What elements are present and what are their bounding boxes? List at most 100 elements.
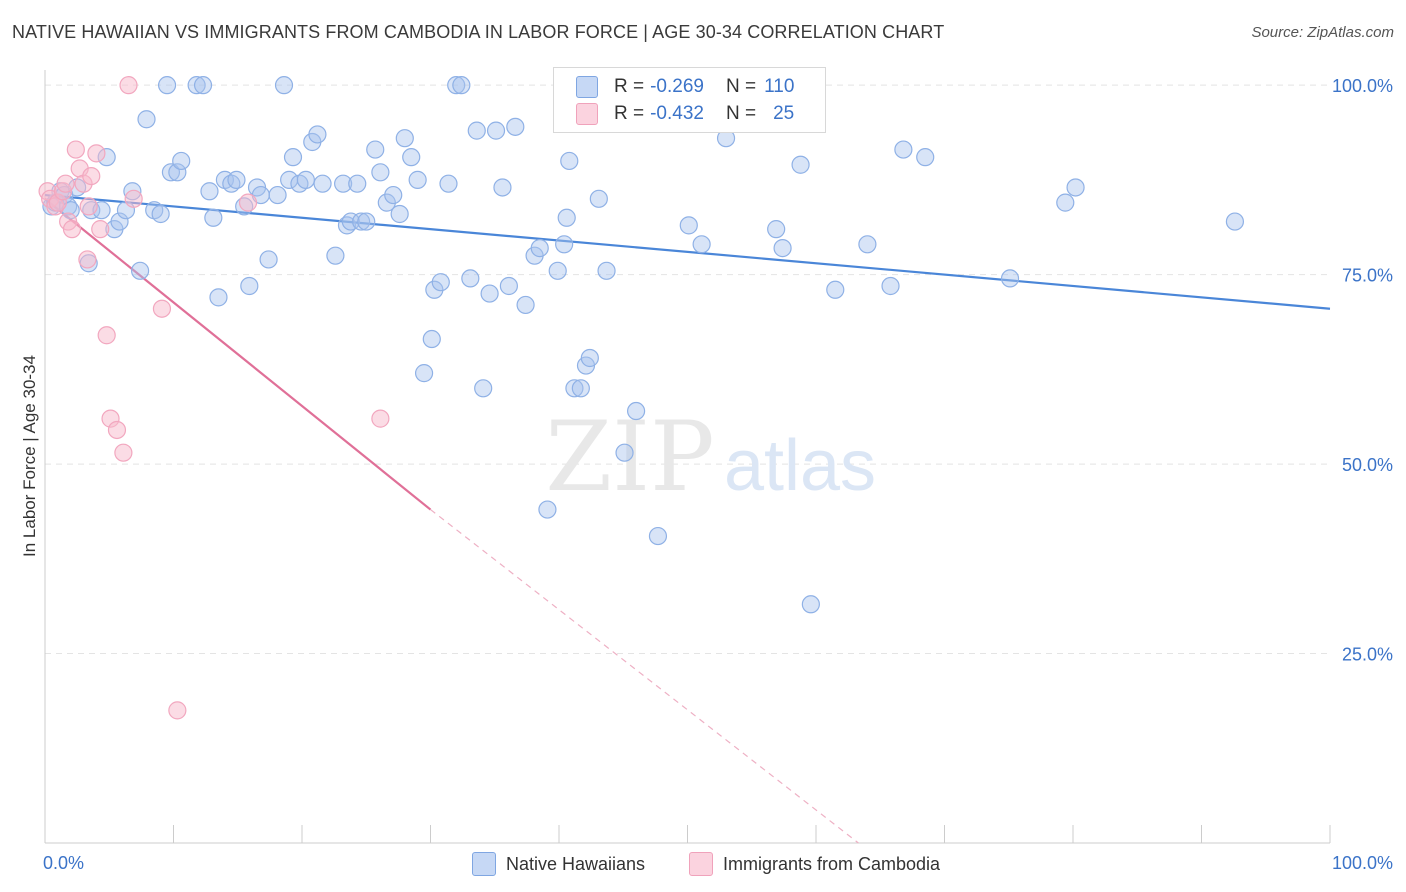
point-native-hawaiians [227, 170, 246, 189]
x-tick-label-min: 0.0% [43, 853, 84, 873]
series-legend: Native Hawaiians Immigrants from Cambodi… [0, 852, 1406, 878]
y-tick-label: 75.0% [1342, 266, 1393, 286]
tick-labels: 25.0% 50.0% 75.0% 100.0% 0.0% 100.0% In Labor … [20, 76, 1393, 873]
watermark-atlas: atlas [724, 426, 876, 506]
legend-swatch-blue [576, 76, 598, 98]
point-native-hawaiians [648, 526, 668, 546]
point-immigrants-cambodia [78, 250, 97, 269]
point-native-hawaiians [402, 148, 421, 167]
point-native-hawaiians [557, 208, 576, 227]
point-immigrants-cambodia [66, 140, 85, 159]
point-immigrants-cambodia [124, 189, 143, 208]
point-native-hawaiians [172, 151, 191, 171]
x-tick-label-max: 100.0% [1332, 853, 1393, 873]
point-native-hawaiians [1000, 269, 1020, 288]
legend-n-label: N = [725, 76, 757, 97]
trend-lines [44, 193, 1331, 844]
legend-series-name: Native Hawaiians [506, 853, 646, 874]
point-native-hawaiians [1225, 212, 1245, 231]
point-immigrants-cambodia [119, 76, 138, 95]
point-native-hawaiians [791, 155, 810, 174]
point-native-hawaiians [268, 185, 287, 205]
watermark-zip: ZIP [545, 401, 714, 513]
point-native-hawaiians [110, 212, 129, 231]
point-native-hawaiians [395, 129, 414, 148]
legend-r-label: R = [614, 76, 645, 97]
legend-swatch-blue [472, 852, 496, 876]
legend-r-label: R = [614, 103, 645, 124]
point-native-hawaiians [377, 193, 396, 212]
point-native-hawaiians [461, 269, 480, 288]
point-native-hawaiians [439, 174, 458, 193]
data-points [38, 76, 1245, 720]
point-native-hawaiians [137, 110, 156, 129]
point-immigrants-cambodia [152, 299, 172, 318]
point-native-hawaiians [679, 216, 698, 235]
point-native-hawaiians [452, 76, 471, 95]
point-native-hawaiians [274, 76, 294, 95]
point-native-hawaiians [506, 117, 525, 136]
point-native-hawaiians [130, 261, 150, 280]
point-native-hawaiians [384, 185, 403, 205]
point-native-hawaiians [467, 121, 486, 140]
legend-row-immigrants-cambodia: R = -0.432 N = 25 [576, 102, 794, 126]
point-native-hawaiians [480, 284, 499, 303]
legend-n-label: N = [725, 103, 757, 124]
legend-row-native-hawaiians: R = -0.269 N = 110 [576, 75, 794, 99]
point-native-hawaiians [548, 261, 567, 280]
point-native-hawaiians [200, 182, 219, 201]
point-native-hawaiians [565, 379, 584, 398]
point-native-hawaiians [209, 288, 228, 307]
point-native-hawaiians [161, 163, 181, 182]
chart-title: NATIVE HAWAIIAN VS IMMIGRANTS FROM CAMBO… [12, 22, 945, 42]
point-native-hawaiians [1066, 178, 1085, 197]
point-native-hawaiians [801, 595, 820, 614]
point-immigrants-cambodia [91, 220, 110, 239]
point-native-hawaiians [486, 121, 506, 140]
point-immigrants-cambodia [168, 701, 187, 720]
gridlines [45, 84, 1330, 655]
point-native-hawaiians [326, 246, 345, 265]
point-immigrants-cambodia [371, 409, 390, 428]
watermark: ZIP atlas [545, 401, 876, 513]
point-immigrants-cambodia [238, 193, 258, 212]
point-native-hawaiians [894, 140, 913, 159]
point-native-hawaiians [499, 276, 518, 296]
point-native-hawaiians [692, 235, 711, 254]
point-native-hawaiians [187, 76, 206, 95]
point-immigrants-cambodia [87, 144, 106, 163]
point-native-hawaiians [313, 174, 332, 193]
legend-n-value: 110 [764, 76, 795, 97]
point-native-hawaiians [296, 170, 315, 189]
y-axis-label: In Labor Force | Age 30-34 [20, 355, 39, 557]
legend-item-native-hawaiians: Native Hawaiians [472, 852, 645, 876]
point-native-hawaiians [538, 500, 557, 519]
source-label: Source: ZipAtlas.com [1251, 24, 1394, 41]
legend-swatch-pink [576, 103, 598, 125]
point-native-hawaiians [157, 76, 177, 95]
point-native-hawaiians [204, 208, 223, 227]
point-native-hawaiians [390, 204, 409, 224]
legend-n-value: 25 [773, 103, 795, 124]
point-native-hawaiians [597, 261, 616, 280]
trend-line-extension-immigrants-cambodia [430, 509, 859, 844]
point-native-hawaiians [414, 364, 434, 383]
point-immigrants-cambodia [62, 220, 82, 239]
point-immigrants-cambodia [97, 326, 116, 345]
point-immigrants-cambodia [114, 443, 133, 462]
y-tick-label: 50.0% [1342, 455, 1393, 475]
trend-line-native-hawaiians [44, 193, 1331, 310]
point-native-hawaiians [259, 250, 278, 269]
point-native-hawaiians [826, 280, 845, 299]
point-native-hawaiians [422, 329, 441, 349]
point-native-hawaiians [371, 163, 390, 182]
point-native-hawaiians [352, 212, 371, 231]
point-native-hawaiians [530, 238, 549, 258]
y-tick-label: 100.0% [1332, 76, 1393, 96]
point-native-hawaiians [580, 348, 599, 368]
point-native-hawaiians [408, 170, 427, 189]
point-immigrants-cambodia [56, 174, 75, 193]
legend-swatch-pink [689, 852, 713, 876]
point-immigrants-cambodia [107, 420, 127, 440]
